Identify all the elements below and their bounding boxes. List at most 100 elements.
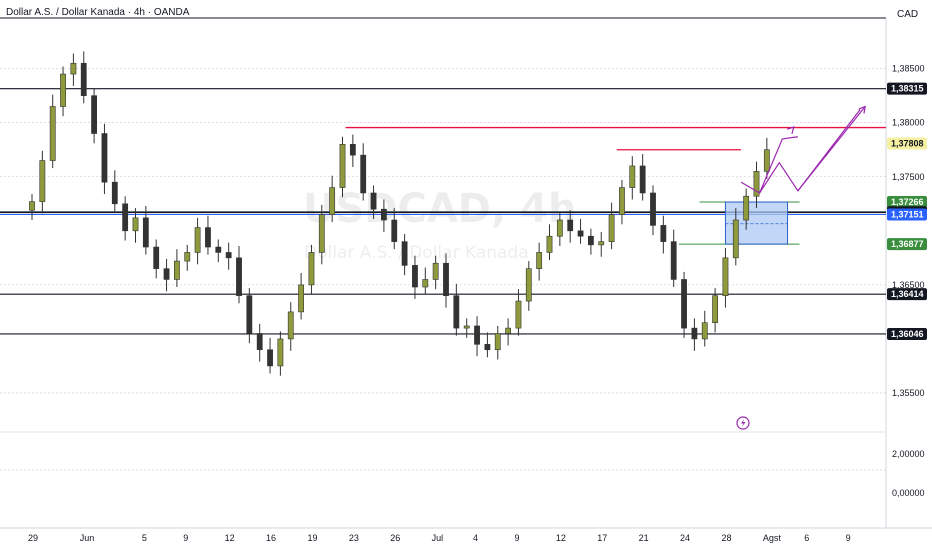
candle-body	[587, 235, 594, 246]
currency-label[interactable]: CAD	[897, 9, 918, 20]
candle-body	[153, 246, 160, 269]
y-tick-label: 1,38000	[892, 118, 925, 128]
candle-body	[443, 262, 449, 296]
price-badge-label: 1,37151	[891, 209, 924, 219]
candle-body	[142, 217, 149, 248]
candle-body	[380, 208, 387, 221]
price-badge-label: 1,36046	[891, 329, 924, 339]
x-tick-label: 19	[307, 533, 317, 543]
candle-body	[608, 214, 615, 242]
x-tick-label: 4	[473, 533, 478, 543]
candle-body	[401, 241, 408, 266]
projection-arrow	[797, 106, 866, 192]
candle-body	[174, 260, 180, 280]
candle-body	[463, 325, 470, 329]
candle-body	[329, 187, 336, 215]
candle-body	[732, 219, 739, 259]
x-tick-label: 12	[556, 533, 566, 543]
price-badge	[887, 208, 927, 221]
candle-body	[163, 268, 170, 280]
candle-body	[670, 241, 677, 280]
x-tick-label: 26	[390, 533, 400, 543]
candle-body	[256, 333, 263, 351]
candle-body	[567, 219, 574, 232]
x-tick-label: 17	[597, 533, 607, 543]
candle-body	[525, 268, 532, 302]
price-badge	[887, 137, 927, 150]
candle-body	[515, 300, 522, 329]
y-tick-label: 1,35500	[892, 388, 925, 398]
lower-pane-tick: 2,00000	[892, 449, 925, 459]
candle-body	[339, 144, 346, 188]
candle-body	[650, 192, 656, 226]
candle-body	[681, 279, 687, 329]
candle-body	[722, 257, 729, 296]
candle-body	[619, 187, 625, 215]
x-tick-label: 29	[28, 533, 38, 543]
price-badge-label: 1,37808	[891, 138, 924, 148]
candle-body	[691, 327, 698, 340]
x-tick-label: 23	[349, 533, 359, 543]
candle-body	[370, 192, 377, 210]
name-watermark: Dollar A.S. / Dollar Kanada	[304, 243, 529, 263]
candle-body	[267, 349, 273, 367]
candle-body	[536, 252, 543, 269]
candle-body	[743, 195, 750, 221]
candle-body	[712, 295, 718, 324]
candle-body	[412, 265, 418, 288]
price-badge	[887, 288, 927, 301]
x-tick-label: 5	[142, 533, 147, 543]
candle-body	[629, 165, 636, 188]
candle-body	[101, 133, 108, 183]
candle-body	[205, 227, 211, 248]
price-badge-label: 1,36877	[891, 239, 924, 249]
arrow-head	[858, 105, 866, 114]
candle-body	[225, 252, 232, 259]
price-badge-label: 1,37266	[891, 197, 924, 207]
price-badge-label: 1,36414	[891, 289, 924, 299]
candle-body	[70, 62, 77, 75]
price-badge	[887, 82, 927, 95]
candle-body	[215, 246, 222, 253]
candle-body	[391, 219, 398, 242]
candle-body	[505, 327, 511, 334]
chart-title: Dollar A.S. / Dollar Kanada · 4h · OANDA	[6, 7, 190, 18]
candle-body	[122, 203, 129, 232]
x-tick-label: 16	[266, 533, 276, 543]
candle-body	[184, 252, 191, 262]
candle-body	[91, 95, 97, 134]
candle-body	[453, 295, 460, 329]
price-badge	[887, 196, 927, 209]
lightning-icon[interactable]	[736, 416, 750, 430]
candle-body	[598, 241, 605, 246]
candle-body	[29, 201, 35, 211]
candle-body	[246, 295, 253, 334]
candle-body	[432, 262, 439, 280]
candle-body	[422, 279, 429, 288]
price-badge	[887, 238, 927, 251]
candle-body	[60, 73, 66, 107]
price-badge	[887, 327, 927, 340]
candle-body	[360, 154, 367, 194]
x-tick-label: Agst	[763, 533, 782, 543]
candle-body	[484, 344, 491, 351]
candle-body	[194, 227, 201, 253]
arrow-head	[786, 126, 795, 134]
x-tick-label: 12	[225, 533, 235, 543]
candle-body	[494, 333, 501, 351]
candle-body	[701, 322, 708, 340]
candle-body	[49, 106, 56, 161]
candle-body	[474, 325, 480, 345]
candle-body	[39, 160, 46, 202]
candle-body	[277, 338, 284, 367]
x-tick-label: 9	[846, 533, 851, 543]
candle-body	[546, 235, 553, 253]
y-tick-label: 1,36500	[892, 280, 925, 290]
x-tick-label: 9	[183, 533, 188, 543]
lower-pane-tick: 0,00000	[892, 488, 925, 498]
x-tick-label: 21	[639, 533, 649, 543]
candle-body	[556, 219, 563, 237]
candle-body	[287, 311, 294, 340]
candle-body	[639, 165, 646, 194]
